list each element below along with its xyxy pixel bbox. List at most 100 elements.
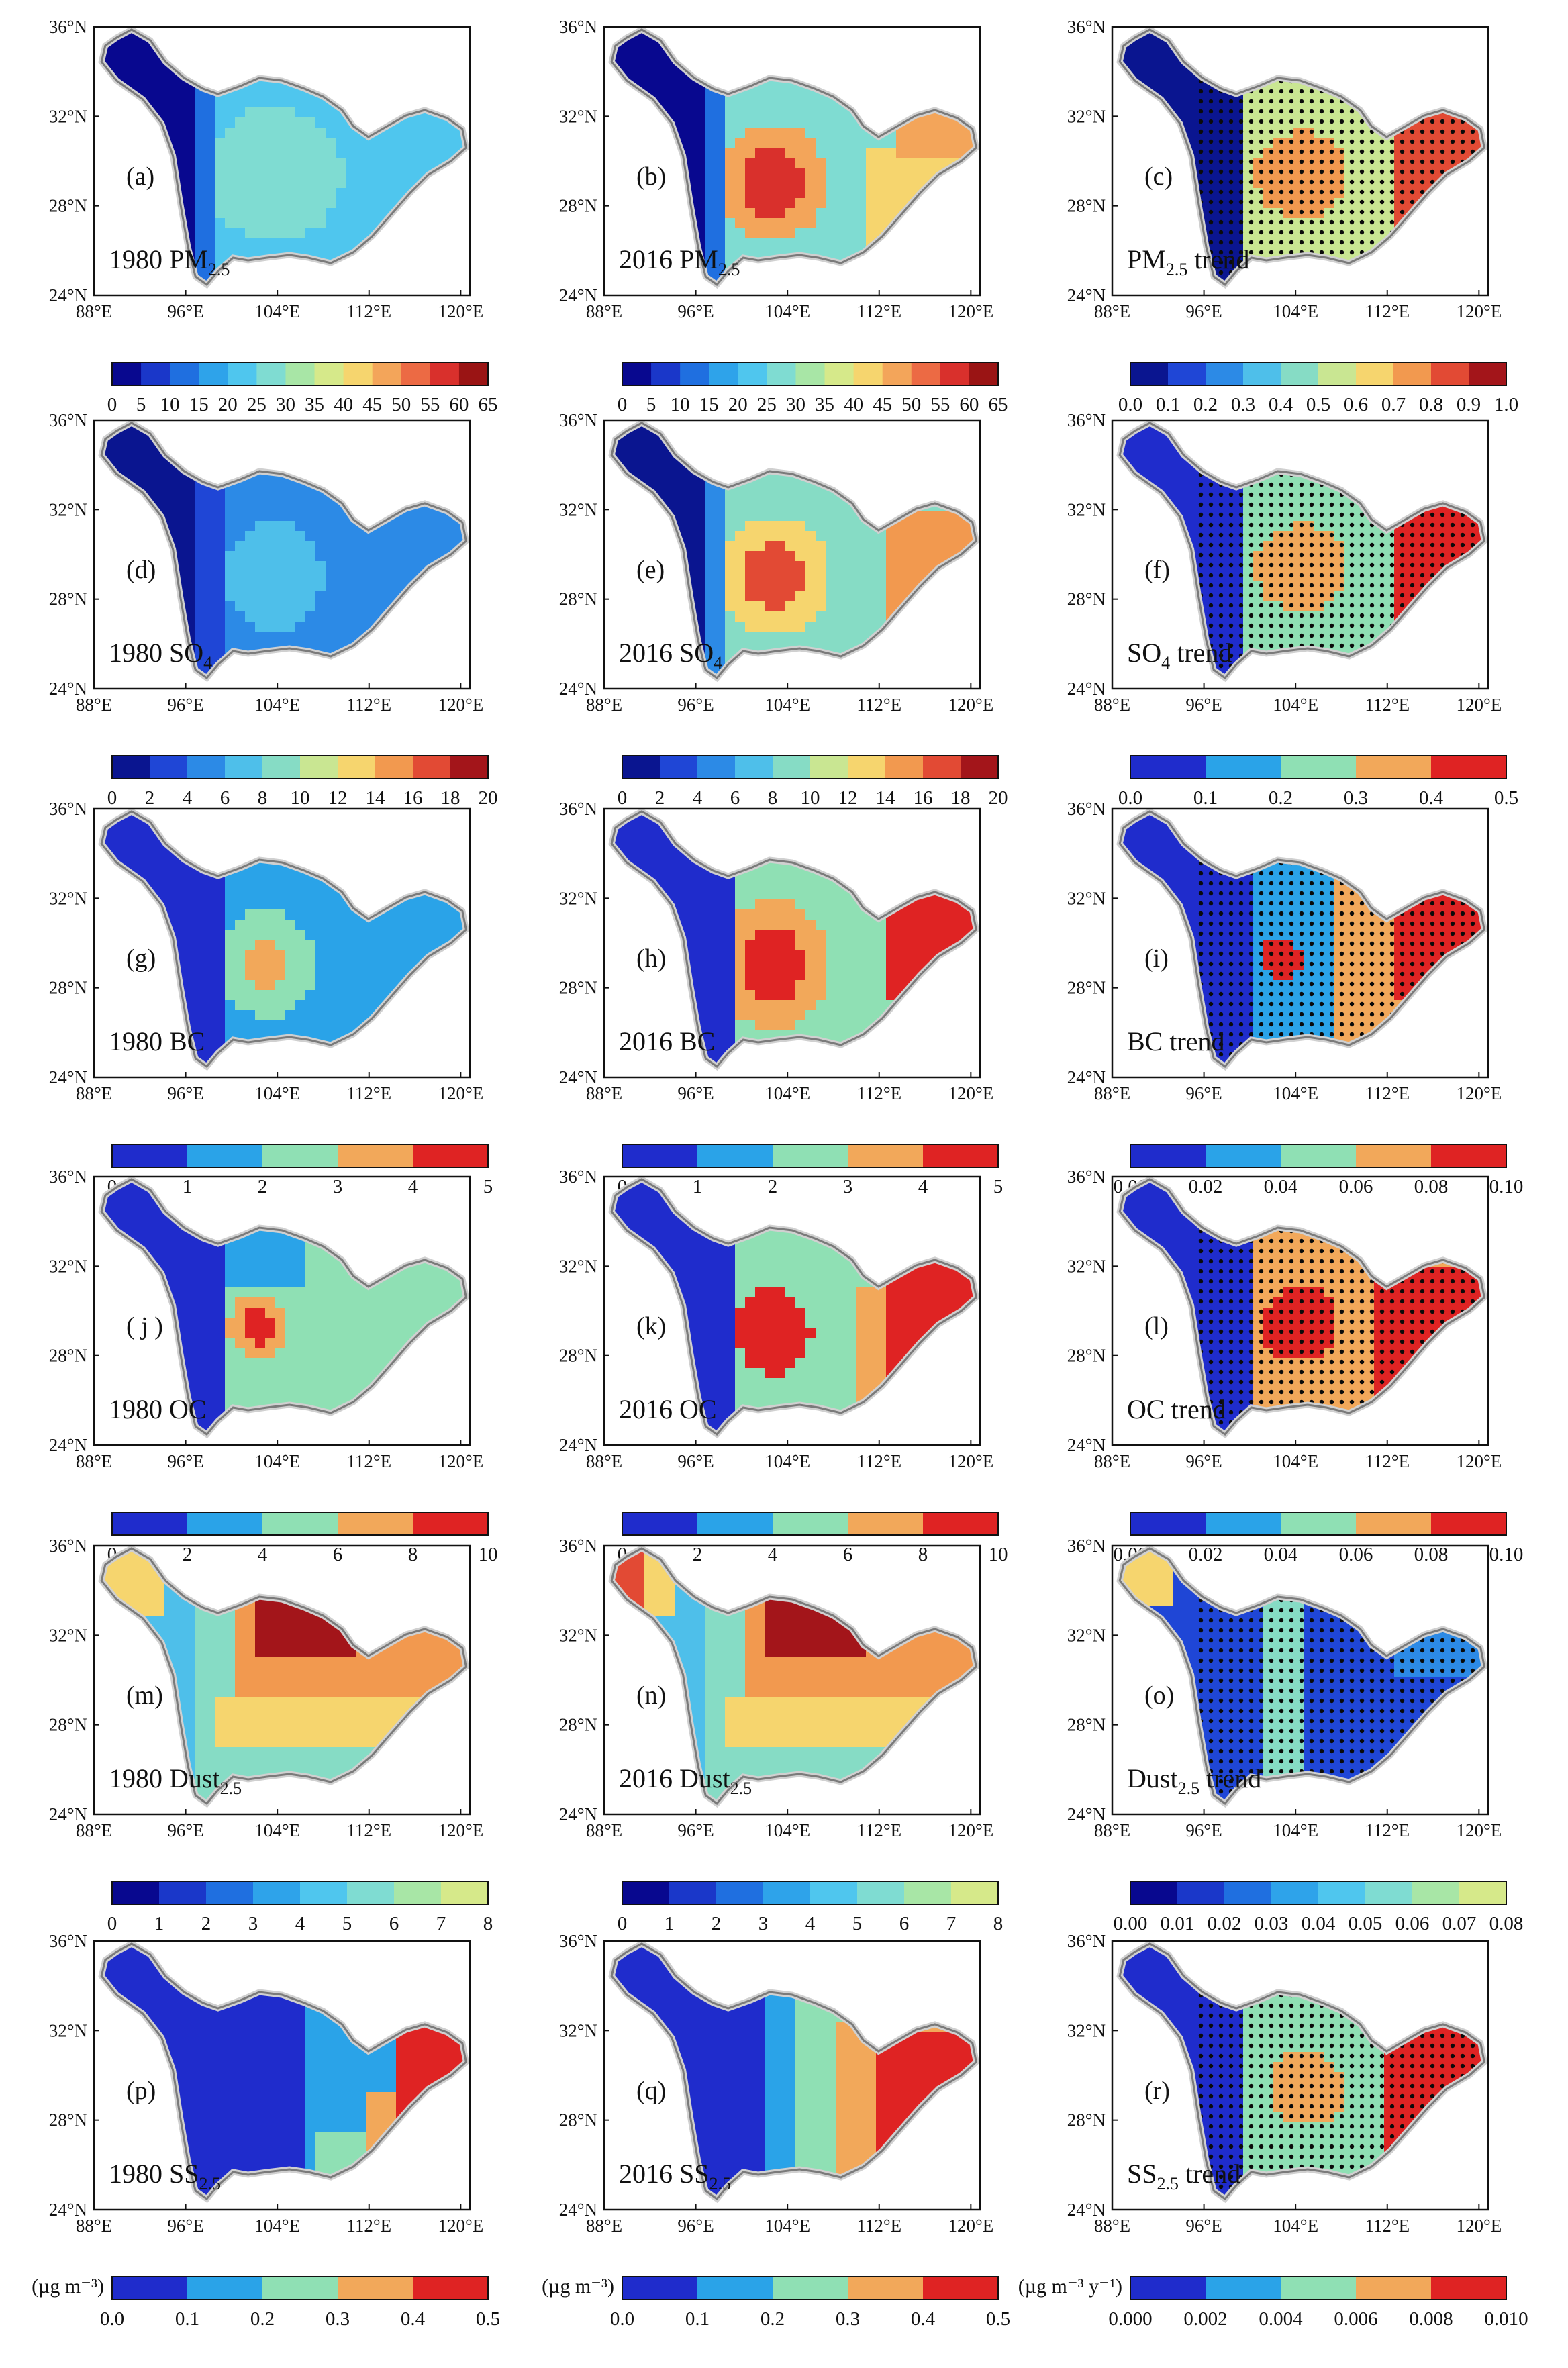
colorbar-tick-label: 0.10 — [1489, 1544, 1524, 1565]
colorbar-swatch — [372, 362, 402, 385]
colorbar-swatch — [413, 756, 451, 779]
colorbar-tick-label: 35 — [815, 394, 834, 415]
lat-tick-label: 24°N — [49, 1435, 87, 1455]
colorbar-swatch — [904, 1881, 952, 1904]
colorbar-swatch — [338, 2277, 413, 2300]
colorbar-tick-label: 10 — [671, 394, 690, 415]
lat-tick-label: 28°N — [559, 2110, 597, 2130]
panel-letter: (b) — [636, 162, 666, 191]
lon-tick-label: 96°E — [677, 2216, 714, 2236]
colorbar-swatch — [1206, 2277, 1281, 2300]
lon-tick-label: 104°E — [254, 1820, 300, 1840]
colorbar-tick-label: 4 — [805, 1913, 816, 1934]
lon-tick-label: 112°E — [856, 2216, 901, 2236]
lat-tick-label: 28°N — [1067, 1715, 1106, 1735]
map-frame — [93, 419, 471, 690]
panel-label: Dust2.5 trend — [1127, 1763, 1261, 1798]
colorbar-tick-label: 6 — [730, 787, 740, 809]
colorbar-swatch — [885, 756, 924, 779]
colorbar-tick-label: 40 — [844, 394, 863, 415]
colorbar-tick-label: 0.000 — [1108, 2308, 1152, 2330]
colorbar-swatch — [112, 2277, 188, 2300]
lon-tick-label: 88°E — [586, 1083, 622, 1103]
colorbar-tick-label: 7 — [946, 1913, 957, 1934]
basin-outline — [100, 1178, 468, 1436]
panel-letter: (l) — [1144, 1312, 1169, 1340]
panel-letter: (r) — [1144, 2077, 1170, 2105]
colorbar-tick-label: 65 — [479, 394, 498, 415]
map-frame — [1111, 1544, 1489, 1816]
lon-tick-label: 104°E — [765, 301, 810, 322]
colorbar-tick-label: 0.0 — [1118, 394, 1142, 415]
lon-tick-label: 96°E — [1185, 301, 1222, 322]
colorbar-tick-label: 6 — [843, 1544, 853, 1565]
lon-tick-label: 96°E — [1185, 1451, 1222, 1471]
colorbar-tick-label: 2 — [183, 1544, 193, 1565]
lon-tick-label: 120°E — [1456, 695, 1502, 715]
lon-tick-label: 104°E — [254, 2216, 300, 2236]
lon-tick-label: 112°E — [1365, 1083, 1410, 1103]
colorbar-tick-label: 0.006 — [1334, 2308, 1377, 2330]
colorbar-tick-label: 4 — [258, 1544, 268, 1565]
basin-outline — [100, 422, 468, 680]
lon-tick-label: 120°E — [1456, 1083, 1502, 1103]
lon-tick-label: 96°E — [167, 301, 203, 322]
colorbar-swatch — [738, 362, 767, 385]
panel-label: OC trend — [1127, 1394, 1226, 1424]
colorbar-swatch — [680, 362, 709, 385]
colorbar-tick-label: 4 — [693, 787, 703, 809]
colorbar-unit: (µg m⁻³) — [542, 2275, 614, 2298]
colorbar-swatch — [697, 1144, 773, 1167]
colorbar-tick-label: 0.04 — [1302, 1913, 1336, 1934]
lon-tick-label: 120°E — [438, 301, 483, 322]
colorbar-swatch — [1281, 362, 1319, 385]
colorbar-tick-label: 0.1 — [1156, 394, 1180, 415]
colorbar-tick-label: 20 — [218, 394, 238, 415]
lon-tick-label: 96°E — [1185, 2216, 1222, 2236]
colorbar-swatch — [394, 1881, 442, 1904]
panel-label: 2016 BC — [619, 1026, 715, 1056]
panel-label: 1980 OC — [109, 1394, 207, 1424]
lon-tick-label: 88°E — [586, 301, 622, 322]
colorbar-tick-label: 10 — [801, 787, 820, 809]
map-panel: 36°N 32°N 28°N 24°N88°E 96°E 104°E 112°E 120°E (… — [32, 1931, 500, 2330]
lat-tick-label: 24°N — [559, 1435, 597, 1455]
colorbar-tick-label: 0 — [618, 787, 628, 809]
colorbar-swatch — [112, 1512, 188, 1535]
colorbar-unit: (µg m⁻³ y⁻¹) — [1018, 2275, 1122, 2298]
lon-tick-label: 112°E — [1365, 301, 1410, 322]
colorbar-tick-label: 8 — [993, 1913, 1003, 1934]
colorbar-swatch — [112, 1144, 188, 1167]
colorbar-swatch — [187, 1144, 263, 1167]
colorbar-tick-label: 0.1 — [1193, 787, 1218, 809]
colorbar-tick-label: 1 — [665, 1913, 675, 1934]
lon-tick-label: 104°E — [1273, 1820, 1318, 1840]
panel-letter: (i) — [1144, 944, 1169, 973]
colorbar-swatch — [1206, 362, 1244, 385]
colorbar-tick-label: 0.07 — [1442, 1913, 1477, 1934]
colorbar-swatch — [660, 756, 698, 779]
colorbar-tick-label: 4 — [295, 1913, 305, 1934]
colorbar-tick-label: 25 — [247, 394, 266, 415]
lon-tick-label: 88°E — [1094, 2216, 1130, 2236]
colorbar-swatch — [1431, 362, 1469, 385]
lon-tick-label: 112°E — [1365, 1820, 1410, 1840]
colorbar-tick-label: 5 — [483, 1176, 493, 1197]
lon-tick-label: 120°E — [948, 1083, 993, 1103]
colorbar-swatch — [112, 362, 142, 385]
colorbar-swatch — [338, 1512, 413, 1535]
colorbar-tick-label: 20 — [728, 394, 748, 415]
lat-tick-label: 36°N — [559, 1931, 597, 1951]
lat-tick-label: 32°N — [1067, 1625, 1106, 1645]
colorbar-tick-label: 40 — [334, 394, 353, 415]
lon-tick-label: 88°E — [76, 2216, 112, 2236]
map-panel: 36°N 32°N 28°N 24°N88°E 96°E 104°E 112°E 120°E (… — [1067, 1536, 1524, 1934]
colorbar-tick-label: 0.06 — [1339, 1544, 1373, 1565]
colorbar-swatch — [1271, 1881, 1319, 1904]
colorbar-swatch — [697, 756, 736, 779]
map-frame — [1111, 26, 1489, 297]
colorbar-tick-label: 6 — [899, 1913, 910, 1934]
colorbar-tick-label: 60 — [959, 394, 979, 415]
colorbar-tick-label: 6 — [333, 1544, 343, 1565]
colorbar-tick-label: 0.02 — [1208, 1913, 1242, 1934]
